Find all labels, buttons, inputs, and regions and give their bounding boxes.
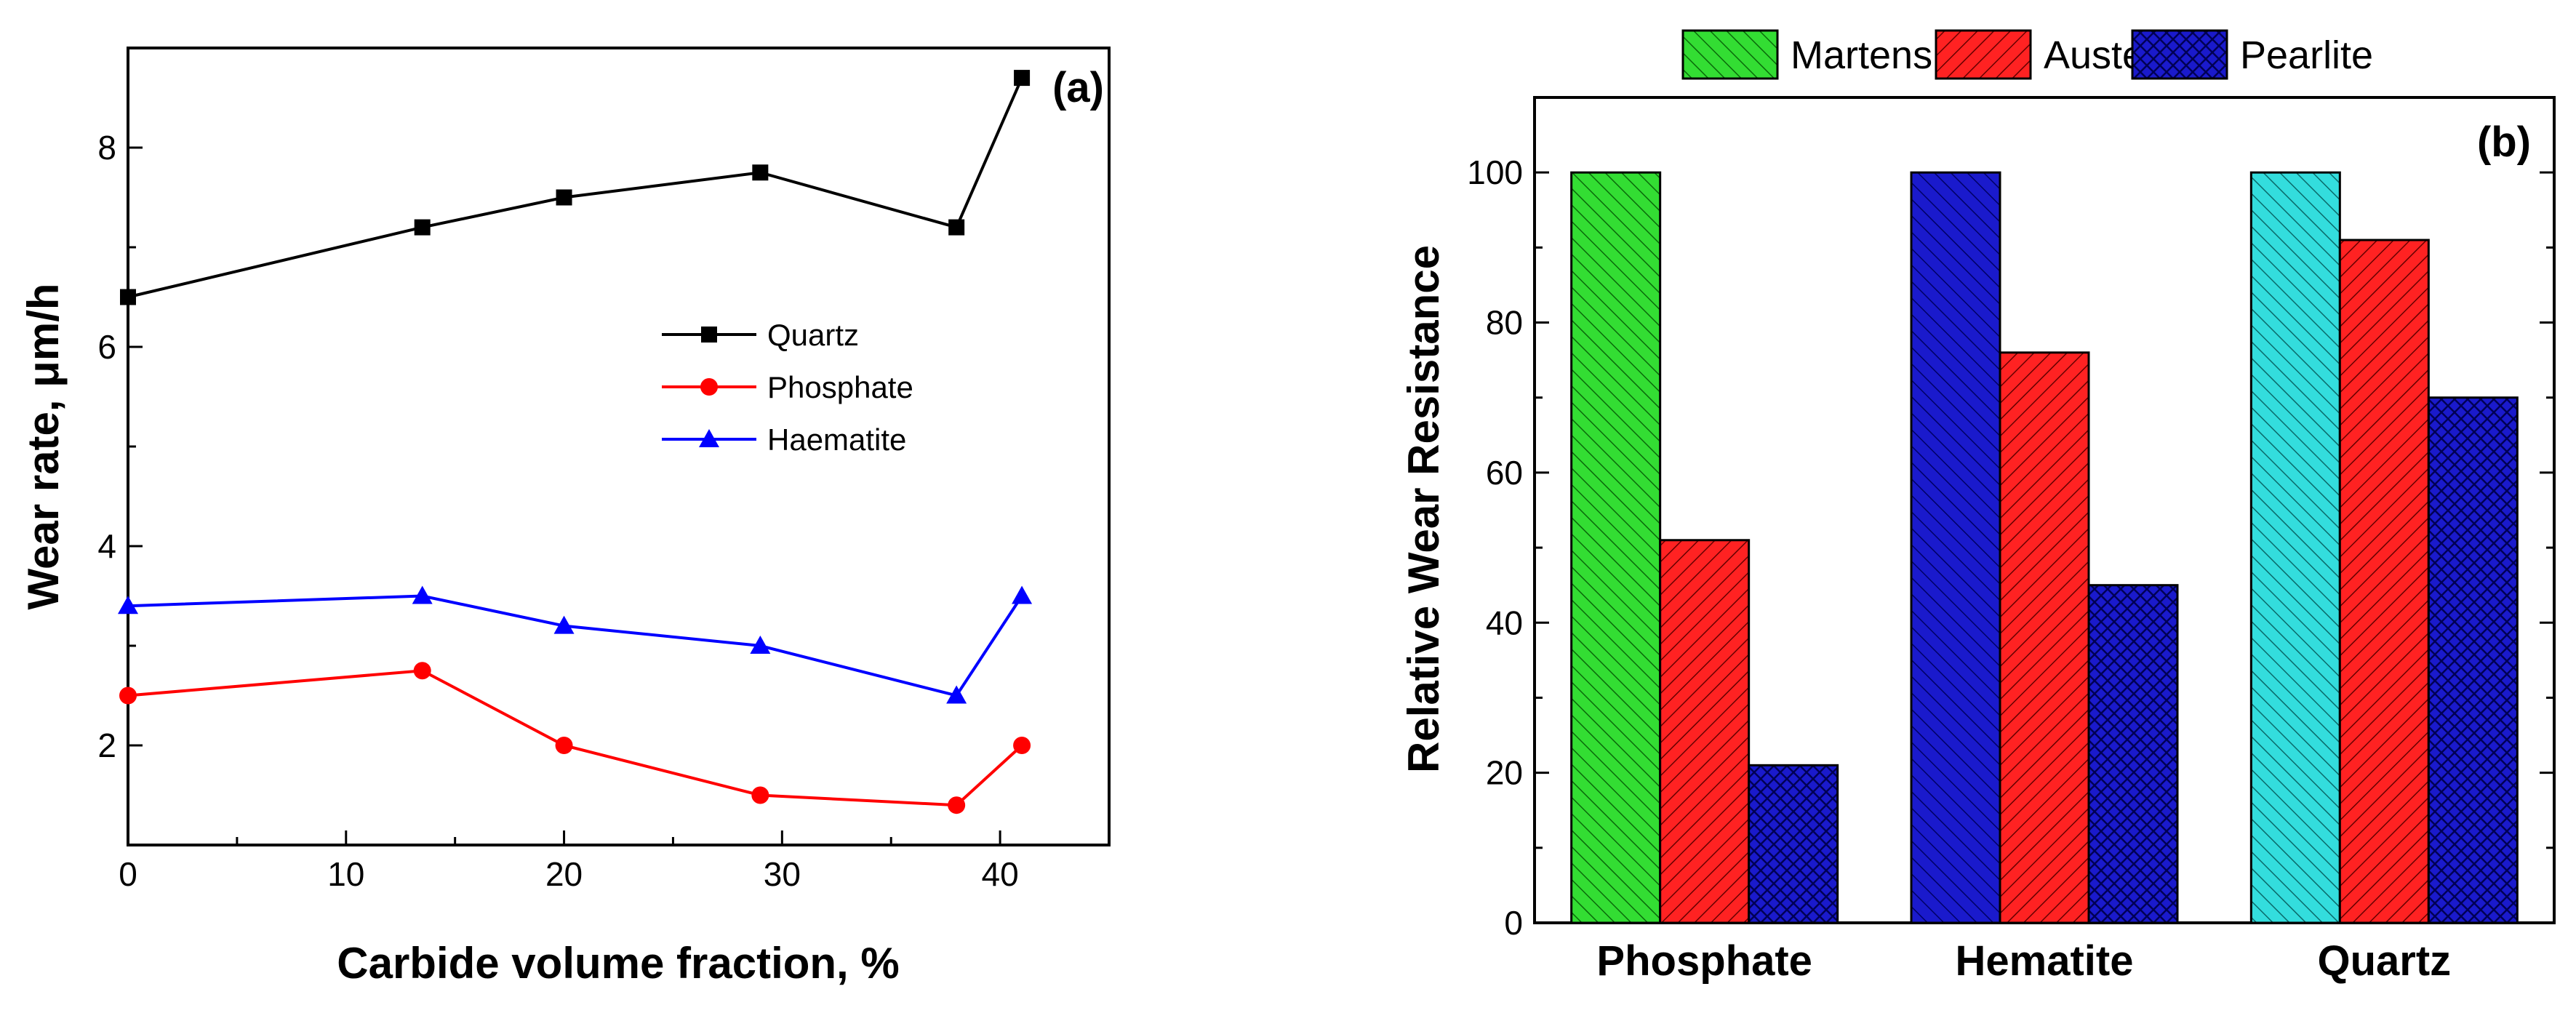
y-tick-label: 80 <box>1486 304 1523 342</box>
x-tick-label: 40 <box>982 855 1019 893</box>
data-point-phosphate <box>413 662 431 680</box>
legend-label-pearlite: Pearlite <box>2240 33 2373 77</box>
legend-swatch-austenite <box>1935 29 2032 80</box>
data-point-quartz <box>1014 70 1031 87</box>
data-point-quartz <box>752 164 769 181</box>
legend-label-phosphate: Phosphate <box>767 370 913 404</box>
legend-label-quartz: Quartz <box>767 318 859 352</box>
data-point-quartz <box>948 219 965 236</box>
legend-swatch-martensite <box>1681 29 1779 80</box>
y-tick-label: 0 <box>1504 904 1523 942</box>
panel-a-label: (a) <box>1052 64 1104 111</box>
y-tick-label: 2 <box>97 726 116 764</box>
legend-swatch-pearlite <box>2131 29 2228 80</box>
bar-quartz-martensite <box>2249 171 2341 924</box>
legend-marker-phosphate <box>700 378 718 396</box>
bar-hematite-pearlite <box>2087 584 2179 924</box>
y-tick-label: 4 <box>97 527 116 565</box>
x-tick-label: 10 <box>327 855 364 893</box>
data-point-phosphate <box>119 686 137 705</box>
panel-a-line-chart: 0 10 20 30 40 2 4 6 8 Carbide volume fraction, %… <box>19 47 1111 988</box>
bar-quartz-austenite <box>2338 239 2430 924</box>
y-tick-label: 20 <box>1486 754 1523 792</box>
data-point-quartz <box>120 289 136 305</box>
data-point-phosphate <box>948 796 966 814</box>
bar-hematite-austenite <box>1999 351 2090 924</box>
x-tick-label: 20 <box>545 855 583 893</box>
data-point-phosphate <box>751 786 769 804</box>
data-point-haematite <box>1012 585 1033 604</box>
data-point-haematite <box>750 636 771 654</box>
y-tick-label: 40 <box>1486 604 1523 641</box>
y-tick-label: 100 <box>1467 153 1523 191</box>
y-tick-label: 60 <box>1486 454 1523 492</box>
panel-b-bar-chart: 0 20 40 60 80 100 Phosphate Hematite Quartz Rel… <box>1399 29 2556 985</box>
category-label-phosphate: Phosphate <box>1596 937 1812 985</box>
data-point-quartz <box>414 219 431 236</box>
data-point-phosphate <box>555 737 573 754</box>
data-point-quartz <box>556 189 572 206</box>
panel-b-y-axis-title: Relative Wear Resistance <box>1399 245 1448 773</box>
series-line-haematite <box>127 594 1023 697</box>
data-point-haematite <box>118 596 138 614</box>
data-point-haematite <box>553 615 575 634</box>
bar-phosphate-martensite <box>1570 171 1662 924</box>
legend-marker-quartz <box>701 327 717 343</box>
panel-a-plot-frame <box>127 47 1111 846</box>
bar-phosphate-austenite <box>1659 539 1751 924</box>
x-tick-label: 0 <box>119 855 137 893</box>
bar-hematite-martensite <box>1910 171 2001 924</box>
bar-phosphate-pearlite <box>1748 764 1839 924</box>
panel-a-y-axis-title: Wear rate, μm/h <box>19 283 68 609</box>
legend-marker-haematite <box>699 429 719 447</box>
panel-b-legend: Martensite Austenite Pearlite <box>1681 29 2373 80</box>
x-tick-label: 30 <box>764 855 801 893</box>
data-point-haematite <box>946 685 967 704</box>
category-label-hematite: Hematite <box>1956 937 2134 985</box>
bar-quartz-pearlite <box>2427 396 2519 924</box>
series-line-phosphate <box>127 669 1023 807</box>
legend-label-haematite: Haematite <box>767 423 906 457</box>
data-point-haematite <box>412 585 433 604</box>
y-tick-label: 6 <box>97 328 116 366</box>
panel-a-x-axis-title: Carbide volume fraction, % <box>337 939 900 988</box>
panel-a-legend: Quartz Phosphate Haematite <box>662 318 913 457</box>
data-point-phosphate <box>1013 737 1031 754</box>
series-line-quartz <box>127 77 1023 299</box>
category-label-quartz: Quartz <box>2317 937 2451 985</box>
panel-b-label: (b) <box>2477 119 2531 166</box>
y-tick-label: 8 <box>97 129 116 167</box>
